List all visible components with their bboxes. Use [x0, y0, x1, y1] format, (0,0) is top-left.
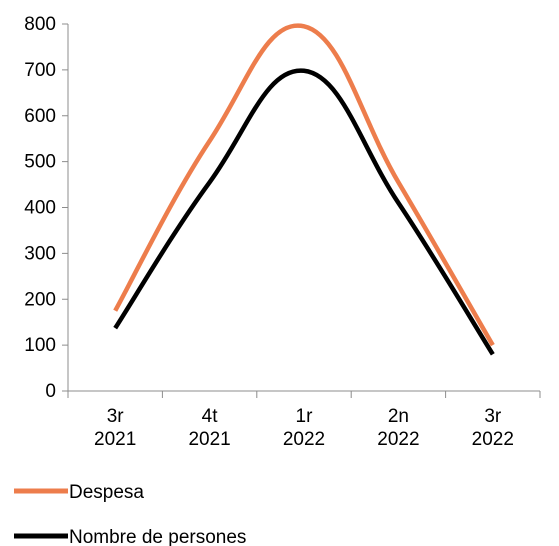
x-tick-label-line: 2n — [388, 406, 409, 427]
y-tick-label: 600 — [24, 106, 56, 127]
y-tick-label: 800 — [24, 14, 56, 35]
y-tick-label: 300 — [24, 243, 56, 264]
series-line-1 — [113, 23, 495, 347]
legend: Despesa Nombre de persones — [14, 482, 246, 546]
x-tick-label-line: 3r — [484, 406, 502, 427]
y-tick-label: 200 — [24, 289, 56, 310]
series-lines — [113, 23, 495, 356]
legend-label-2: Nombre de persones — [69, 527, 246, 546]
y-tick-label: 100 — [24, 335, 56, 356]
x-tick-label-line: 2021 — [188, 429, 230, 450]
x-tick-label: 2n 2022 — [377, 406, 419, 450]
x-tick-label-line: 2022 — [472, 429, 514, 450]
y-tick-label: 700 — [24, 60, 56, 81]
x-tick-label: 1r 2022 — [283, 406, 325, 450]
x-tick-label-line: 2021 — [94, 429, 136, 450]
axes — [67, 24, 540, 392]
x-tick-label: 3r 2021 — [94, 406, 136, 450]
y-tick-label: 500 — [24, 152, 56, 173]
x-tick-label-line: 3r — [107, 406, 125, 427]
x-tick-label-line: 1r — [296, 406, 314, 427]
x-tick-label-line: 4t — [202, 406, 219, 427]
y-axis-ticks: 0 100 200 300 400 500 600 700 800 — [24, 14, 68, 402]
y-tick-label: 400 — [24, 198, 56, 219]
x-tick-label: 3r 2022 — [472, 406, 514, 450]
y-tick-label: 0 — [45, 381, 56, 402]
series-line-2 — [113, 68, 495, 356]
x-tick-label-line: 2022 — [283, 429, 325, 450]
legend-label-1: Despesa — [69, 482, 144, 503]
x-tick-label: 4t 2021 — [188, 406, 230, 450]
x-tick-label-line: 2022 — [377, 429, 419, 450]
